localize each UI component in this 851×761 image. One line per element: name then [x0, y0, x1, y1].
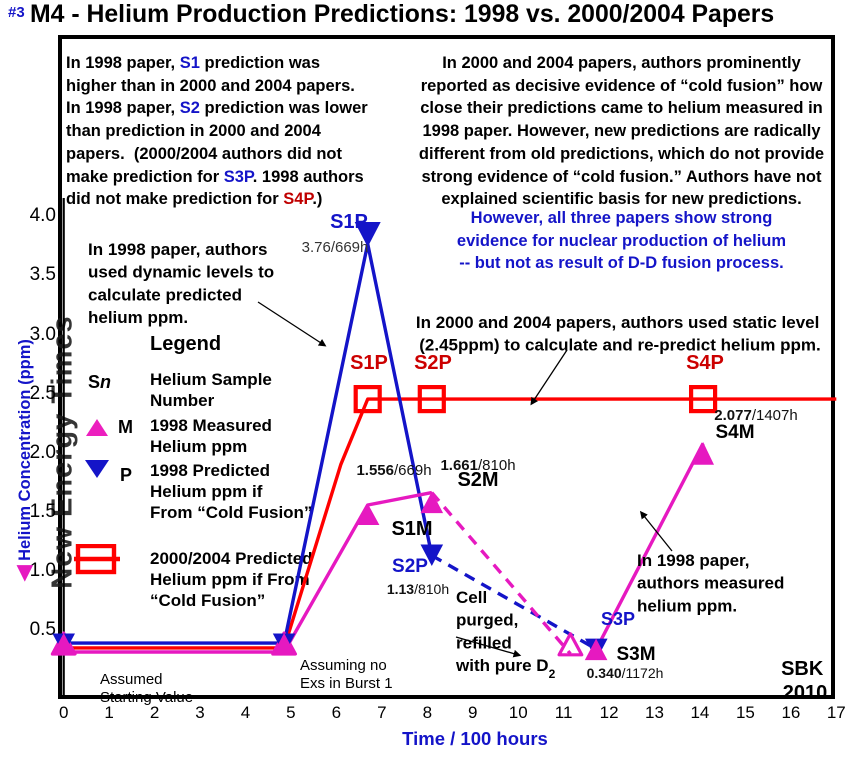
svg-text:S1P: S1P: [330, 211, 368, 233]
svg-text:S2P: S2P: [414, 352, 452, 374]
svg-text:16: 16: [781, 703, 800, 722]
svg-text:S3P: S3P: [601, 609, 635, 629]
svg-text:S1P: S1P: [350, 352, 388, 374]
svg-text:0.5: 0.5: [30, 619, 56, 640]
svg-text:Assumed Starting Value: Assumed Starting Value: [100, 671, 193, 706]
svg-text:7: 7: [377, 703, 386, 722]
svg-text:1.13/810h: 1.13/810h: [387, 581, 449, 597]
svg-text:Time / 100 hours: Time / 100 hours: [402, 728, 548, 749]
svg-text:12: 12: [600, 703, 619, 722]
svg-text:3: 3: [195, 703, 204, 722]
svg-text:3.76/669h: 3.76/669h: [302, 239, 369, 256]
svg-text:11: 11: [555, 703, 573, 722]
svg-text:2.077/1407h: 2.077/1407h: [714, 407, 797, 424]
svg-text:0: 0: [59, 703, 68, 722]
svg-text:4: 4: [241, 703, 250, 722]
svg-text:3.5: 3.5: [30, 264, 56, 285]
svg-text:In 1998 paper, authors u: In 1998 paper, authors used dynamic leve…: [88, 240, 279, 327]
svg-text:4.0: 4.0: [30, 205, 56, 226]
svg-text:In 2000 and 2004 papers, autho: In 2000 and 2004 papers, authors used st…: [416, 313, 824, 355]
svg-text:S2P: S2P: [392, 556, 428, 577]
svg-text:S1M: S1M: [391, 518, 432, 540]
svg-text:S4M: S4M: [715, 422, 754, 443]
svg-text:10: 10: [509, 703, 528, 722]
svg-text:8: 8: [423, 703, 432, 722]
svg-text:In 1998 paper, authors m: In 1998 paper, authors measured helium p…: [637, 551, 789, 615]
svg-text:5: 5: [286, 703, 295, 722]
svg-text:9: 9: [468, 703, 477, 722]
svg-text:17: 17: [827, 703, 846, 722]
svg-text:6: 6: [332, 703, 341, 722]
svg-text:1.556/669h: 1.556/669h: [356, 462, 431, 479]
svg-text:SBK 2010: SBK 2010: [781, 658, 829, 704]
svg-text:◀ Helium Concentration (ppm): ◀ Helium Concentration (ppm): [13, 339, 35, 582]
svg-text:S4P: S4P: [686, 352, 724, 374]
svg-text:14: 14: [690, 703, 709, 722]
svg-text:0.340/1172h: 0.340/1172h: [587, 665, 664, 681]
svg-text:13: 13: [645, 703, 664, 722]
svg-text:15: 15: [736, 703, 755, 722]
svg-text:Cell purged, refil: Cell purged, refilled with pure D2: [455, 588, 556, 681]
svg-text:1.661/810h: 1.661/810h: [440, 457, 515, 474]
svg-text:S3M: S3M: [616, 644, 655, 665]
svg-text:Assuming no Exs in Burst: Assuming no Exs in Burst 1: [300, 657, 393, 692]
